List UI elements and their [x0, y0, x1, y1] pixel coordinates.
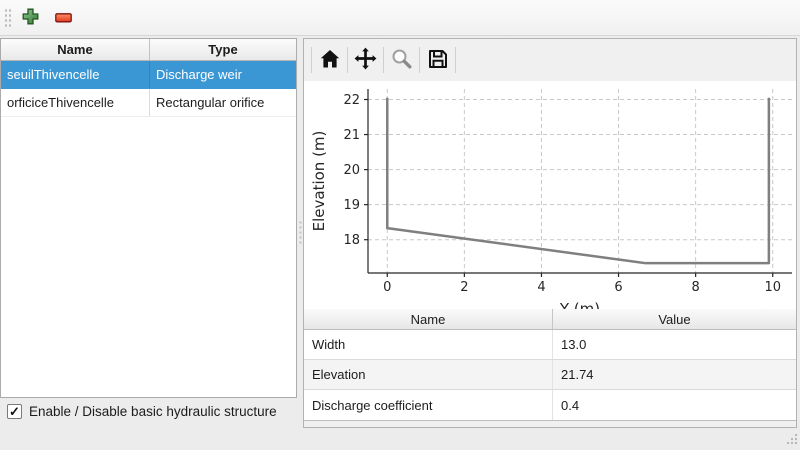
minus-icon — [54, 11, 72, 26]
svg-text:Y (m): Y (m) — [559, 300, 600, 309]
toolbar-separator — [455, 47, 456, 73]
structure-type: Rectangular orifice — [156, 95, 265, 110]
main-toolbar — [0, 0, 800, 36]
plot-zoom-button[interactable] — [384, 45, 419, 75]
svg-text:Elevation (m): Elevation (m) — [310, 131, 328, 232]
checkbox-checked-icon[interactable]: ✓ — [7, 404, 22, 419]
property-row-discharge-coefficient: Discharge coefficient 0.4 — [304, 390, 796, 420]
add-structure-button[interactable] — [17, 5, 43, 31]
structure-detail-panel: 0 2 4 6 8 10 18 19 20 21 22 Elevation (m) Y (m) Name… — [303, 38, 797, 428]
pan-icon — [353, 46, 378, 74]
svg-text:4: 4 — [537, 280, 545, 295]
zoom-icon — [390, 47, 414, 74]
svg-text:21: 21 — [343, 128, 360, 143]
property-name: Elevation — [304, 360, 553, 389]
cross-section-figure: 0 2 4 6 8 10 18 19 20 21 22 Elevation (m) Y (m) — [304, 81, 796, 309]
svg-text:20: 20 — [343, 163, 360, 178]
structure-type: Discharge weir — [156, 67, 242, 82]
property-value[interactable]: 21.74 — [561, 367, 594, 382]
svg-text:6: 6 — [614, 280, 622, 295]
toolbar-separator — [419, 47, 420, 73]
home-icon — [318, 47, 342, 74]
svg-text:22: 22 — [343, 93, 360, 108]
structure-name: seuilThivencelle — [1, 61, 150, 88]
property-row-width: Width 13.0 — [304, 330, 796, 360]
structure-row-seuil[interactable]: seuilThivencelle Discharge weir — [1, 61, 296, 89]
column-header-type[interactable]: Type — [208, 42, 238, 57]
plot-save-button[interactable] — [420, 45, 455, 75]
cross-section-plot[interactable]: 0 2 4 6 8 10 18 19 20 21 22 Elevation (m) Y (m) — [304, 81, 796, 309]
plot-toolbar — [304, 39, 796, 81]
column-header-name[interactable]: Name — [1, 39, 150, 60]
checkbox-label: Enable / Disable basic hydraulic structu… — [29, 404, 277, 419]
column-header-value: Value — [658, 311, 691, 327]
svg-text:10: 10 — [764, 280, 781, 295]
svg-text:18: 18 — [343, 233, 360, 248]
structure-row-orifice[interactable]: orficiceThivencelle Rectangular orifice — [1, 89, 296, 117]
plot-pan-button[interactable] — [348, 45, 383, 75]
window-resize-grip[interactable] — [785, 432, 798, 448]
structure-name: orficiceThivencelle — [1, 89, 150, 116]
structures-table-header: Name Type — [1, 39, 296, 61]
save-icon — [426, 47, 450, 74]
property-value[interactable]: 0.4 — [561, 397, 580, 413]
svg-text:19: 19 — [343, 198, 360, 213]
toolbar-separator — [383, 47, 384, 73]
column-header-name: Name — [304, 309, 553, 329]
toolbar-separator — [311, 47, 312, 73]
property-name: Discharge coefficient — [304, 390, 553, 420]
svg-text:0: 0 — [383, 280, 391, 295]
properties-table-header: Name Value — [304, 309, 796, 330]
svg-text:2: 2 — [460, 280, 468, 295]
remove-structure-button[interactable] — [50, 5, 76, 31]
property-row-elevation: Elevation 21.74 — [304, 360, 796, 390]
toolbar-separator — [347, 47, 348, 73]
properties-table: Name Value Width 13.0 Elevation 21.74 Di… — [304, 309, 796, 421]
property-name: Width — [304, 330, 553, 359]
structures-table: Name Type seuilThivencelle Discharge wei… — [0, 38, 297, 398]
property-value[interactable]: 13.0 — [561, 337, 587, 352]
plus-icon — [22, 8, 39, 28]
panel-splitter-handle[interactable] — [298, 220, 303, 246]
svg-text:8: 8 — [691, 280, 699, 295]
enable-structure-checkbox[interactable]: ✓ Enable / Disable basic hydraulic struc… — [7, 404, 277, 419]
plot-home-button[interactable] — [312, 45, 347, 75]
toolbar-drag-handle[interactable] — [4, 8, 12, 29]
